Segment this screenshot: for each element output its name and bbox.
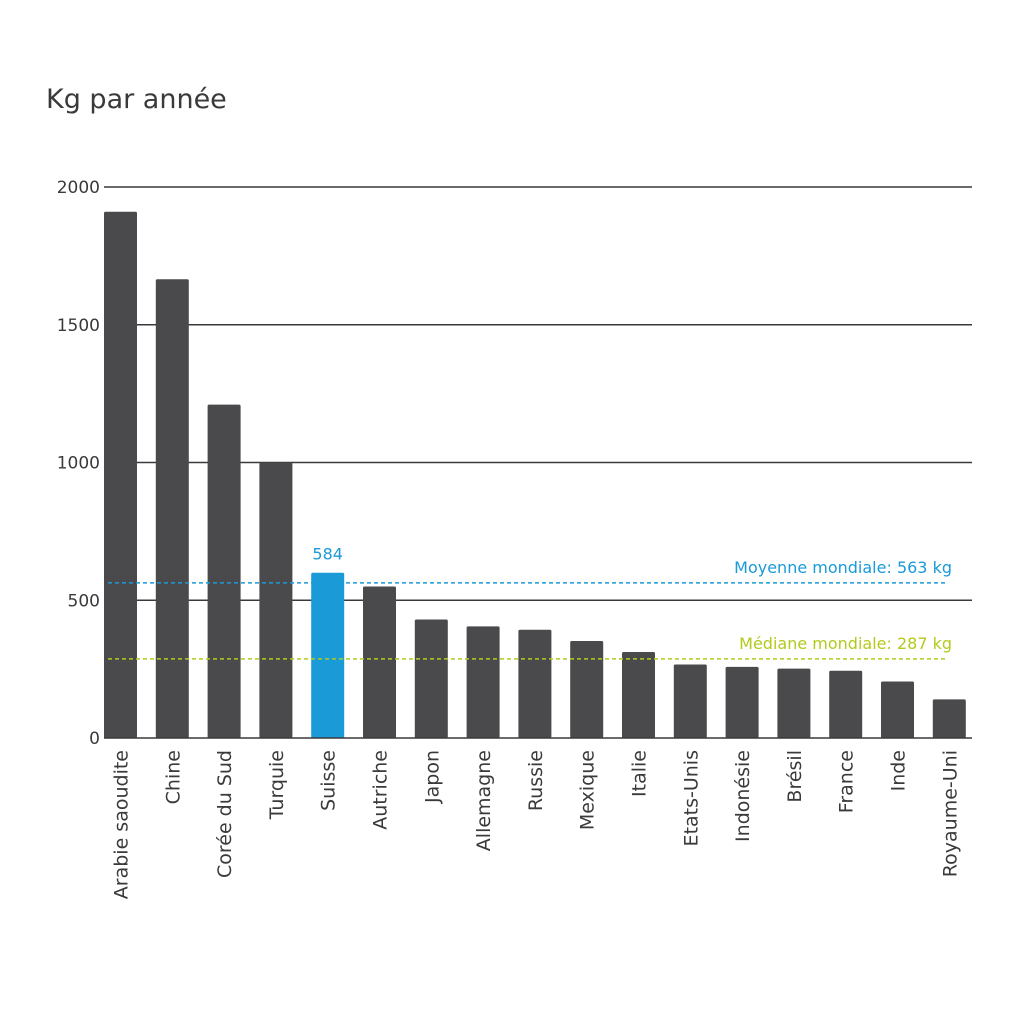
y-tick-label-2000: 2000	[57, 178, 100, 198]
x-tick-label-10: Mexique	[577, 750, 599, 830]
y-tick-label-0: 0	[89, 729, 100, 749]
bar-6	[363, 586, 396, 738]
x-tick-label-7: Japon	[421, 750, 443, 804]
x-tick-label-16: Inde	[888, 750, 910, 791]
bar-13	[725, 666, 759, 738]
bar-15	[829, 670, 863, 738]
x-tick-label-9: Russie	[525, 750, 547, 811]
bar-9	[518, 629, 552, 738]
data-label-suisse: 584	[312, 545, 343, 564]
reference-label-1: Moyenne mondiale: 563 kg	[734, 558, 952, 577]
bar-7	[414, 619, 448, 738]
x-tick-label-2: Chine	[162, 750, 184, 804]
x-tick-label-11: Italie	[629, 750, 651, 797]
y-tick-label-1000: 1000	[57, 454, 100, 474]
bar-5	[311, 572, 345, 738]
bar-8	[466, 626, 500, 738]
y-tick-label-1500: 1500	[57, 316, 100, 336]
x-tick-label-12: Etats-Unis	[680, 750, 702, 846]
y-axis-title: Kg par année	[46, 84, 227, 115]
bar-14	[777, 668, 811, 738]
x-tick-label-4: Turquie	[266, 750, 288, 820]
bar-3	[207, 404, 241, 738]
x-tick-label-1: Arabie saoudite	[111, 750, 133, 899]
x-tick-label-8: Allemagne	[473, 750, 495, 851]
bar-1	[104, 211, 137, 739]
y-tick-label-500: 500	[68, 591, 100, 611]
x-tick-label-5: Suisse	[318, 750, 340, 811]
bar-12	[673, 664, 707, 738]
bar-10	[570, 641, 604, 738]
x-tick-label-14: Brésil	[784, 750, 806, 803]
bar-16	[881, 681, 914, 738]
bar-11	[622, 652, 655, 738]
x-tick-label-3: Corée du Sud	[214, 750, 236, 878]
bar-4	[259, 462, 293, 738]
x-tick-label-17: Royaume-Uni	[939, 750, 961, 877]
x-tick-label-15: France	[836, 750, 858, 813]
reference-label-2: Médiane mondiale: 287 kg	[739, 634, 952, 653]
x-tick-label-6: Autriche	[370, 750, 392, 830]
bar-2	[155, 279, 189, 738]
x-tick-label-13: Indonésie	[732, 750, 754, 842]
bar-17	[932, 699, 966, 738]
